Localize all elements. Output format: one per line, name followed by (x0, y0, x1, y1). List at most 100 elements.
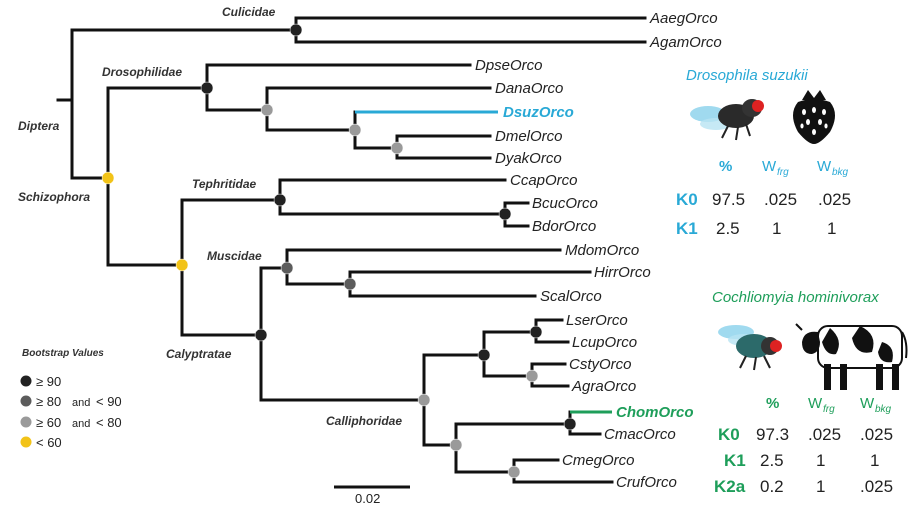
legend-dot-60 (20, 416, 32, 428)
clade-diptera: Diptera (18, 119, 60, 133)
tip-dpse: DpseOrco (475, 57, 543, 74)
chom-row-wfrg: 1 (816, 451, 825, 470)
tip-dmel: DmelOrco (495, 128, 563, 145)
tip-lser: LserOrco (566, 312, 628, 329)
chom-row-pct: 2.5 (760, 451, 784, 470)
tip-dsuz: DsuzOrco (503, 104, 574, 121)
tip-cmac: CmacOrco (604, 426, 676, 443)
dsuz-header-wbkg-sub: bkg (832, 167, 849, 178)
legend-dot-lt60 (20, 436, 32, 448)
fly-icon (718, 325, 782, 371)
bootstrap-nodes (101, 23, 577, 479)
node-calli-n5 (477, 348, 491, 362)
clade-muscidae: Muscidae (207, 249, 262, 263)
tip-hirr: HirrOrco (594, 264, 651, 281)
node-dros-n1 (260, 103, 274, 117)
node-calli-n6 (529, 325, 543, 339)
node-schizo2 (175, 258, 189, 272)
node-drosophilidae (200, 81, 214, 95)
clade-drosophilidae: Drosophilidae (102, 65, 182, 79)
dsuz-row-label: K0 (676, 190, 698, 209)
drosophila-species-title: Drosophila suzukii (686, 67, 808, 84)
node-dros-n2 (348, 123, 362, 137)
chom-row-label: K2a (714, 477, 746, 496)
tip-bdor: BdorOrco (532, 218, 596, 235)
dsuz-header-wfrg: W (762, 158, 777, 175)
node-calliphoridae (417, 393, 431, 407)
tip-chom: ChomOrco (616, 404, 694, 421)
node-calli-n8 (449, 438, 463, 452)
legend-and-60: and (72, 418, 90, 430)
fly-icon (690, 99, 764, 141)
node-tephritidae (273, 193, 287, 207)
tip-aaeg: AaegOrco (649, 10, 718, 27)
clade-labels: Culicidae Drosophilidae Diptera Schizoph… (18, 5, 402, 428)
dsuz-header-pct: % (719, 158, 732, 175)
strawberry-icon (793, 90, 835, 144)
node-muscidae (280, 261, 294, 275)
tip-lcup: LcupOrco (572, 334, 637, 351)
node-calli-n9 (563, 417, 577, 431)
chom-row-label: K1 (724, 451, 746, 470)
tip-cmeg: CmegOrco (562, 452, 635, 469)
chom-header-pct: % (766, 395, 779, 412)
chom-row-wbkg: .025 (860, 425, 893, 444)
clade-schizophora: Schizophora (18, 190, 90, 204)
cochliomyia-species-title: Cochliomyia hominivorax (712, 289, 879, 306)
tip-labels: AaegOrco AgamOrco DpseOrco DanaOrco Dsuz… (475, 10, 722, 491)
legend-op-80: ≥ 80 (36, 394, 61, 409)
legend-op-90: ≥ 90 (36, 374, 61, 389)
dsuz-row-wfrg: 1 (772, 219, 781, 238)
tip-dana: DanaOrco (495, 80, 563, 97)
node-musc-n4 (343, 277, 357, 291)
tip-ccap: CcapOrco (510, 172, 578, 189)
chom-header-wbkg: W (860, 395, 875, 412)
clade-tephritidae: Tephritidae (192, 177, 257, 191)
dsuz-row-wbkg: 1 (827, 219, 836, 238)
node-calli-n10 (507, 465, 521, 479)
legend-op2-80: < 90 (96, 394, 122, 409)
chom-row-wbkg: 1 (870, 451, 879, 470)
tip-scal: ScalOrco (540, 288, 602, 305)
chom-row-wfrg: .025 (808, 425, 841, 444)
legend-dot-80 (20, 395, 32, 407)
cochliomyia-panel: Cochliomyia hominivorax % (712, 289, 908, 496)
tip-dyak: DyakOrco (495, 150, 562, 167)
legend-op2-60: < 80 (96, 415, 122, 430)
legend-op-lt60: < 60 (36, 435, 62, 450)
dsuz-header-wfrg-sub: frg (777, 167, 789, 178)
tip-mdom: MdomOrco (565, 242, 639, 259)
bootstrap-legend: Bootstrap Values ≥ 90 ≥ 80 and < 90 ≥ 60… (20, 348, 122, 450)
node-dros-n3 (390, 141, 404, 155)
scale-bar-label: 0.02 (355, 491, 380, 506)
legend-dot-90 (20, 375, 32, 387)
dsuz-row-wbkg: .025 (818, 190, 851, 209)
node-bactrocera (498, 207, 512, 221)
tip-agra: AgraOrco (571, 378, 636, 395)
chom-row-label: K0 (718, 425, 740, 444)
dsuz-row-pct: 2.5 (716, 219, 740, 238)
chom-row-wfrg: 1 (816, 477, 825, 496)
legend-title: Bootstrap Values (22, 348, 104, 359)
dsuz-row-pct: 97.5 (712, 190, 745, 209)
dsuz-row-wfrg: .025 (764, 190, 797, 209)
clade-culicidae: Culicidae (222, 5, 276, 19)
chom-row-wbkg: .025 (860, 477, 893, 496)
chom-row-pct: 0.2 (760, 477, 784, 496)
chom-header-wbkg-sub: bkg (875, 404, 892, 415)
chom-row-pct: 97.3 (756, 425, 789, 444)
tip-csty: CstyOrco (569, 356, 632, 373)
clade-calyptratae: Calyptratae (166, 347, 232, 361)
chom-header-wfrg: W (808, 395, 823, 412)
drosophila-panel: Drosophila suzukii (676, 67, 851, 238)
tip-bcuc: BcucOrco (532, 195, 598, 212)
chom-header-wfrg-sub: frg (823, 404, 835, 415)
tip-cruf: CrufOrco (616, 474, 677, 491)
node-culicidae (289, 23, 303, 37)
legend-op-60: ≥ 60 (36, 415, 61, 430)
node-calyptratae (254, 328, 268, 342)
node-calli-n7 (525, 369, 539, 383)
clade-calliphoridae: Calliphoridae (326, 414, 402, 428)
